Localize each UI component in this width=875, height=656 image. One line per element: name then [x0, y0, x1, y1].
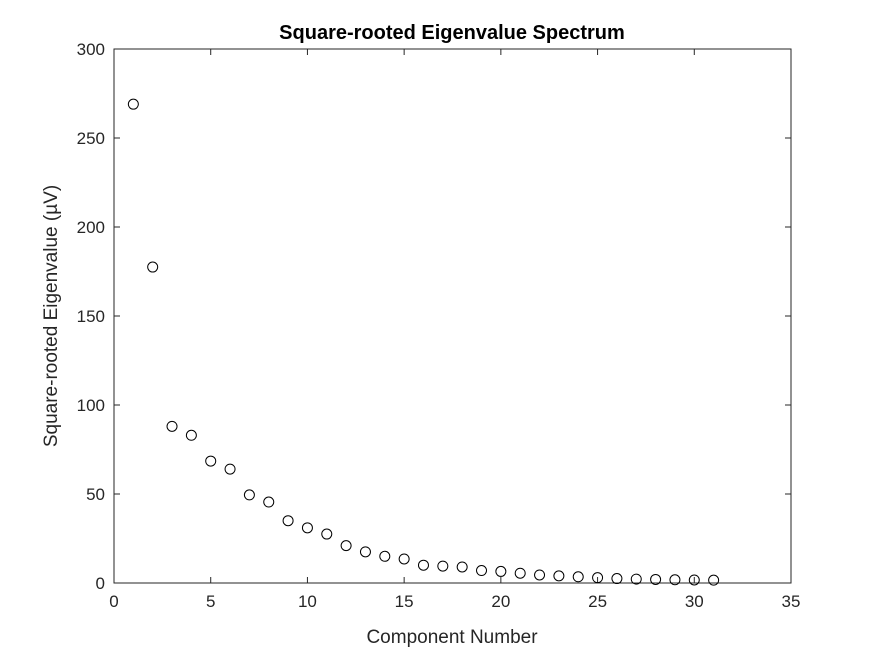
data-point	[514, 567, 526, 579]
data-point	[572, 571, 584, 583]
data-point	[185, 429, 197, 441]
data-point	[688, 574, 700, 586]
data-point	[340, 540, 352, 552]
data-point	[359, 546, 371, 558]
x-tick-label: 20	[491, 592, 510, 611]
x-tick-label: 15	[395, 592, 414, 611]
y-tick-label: 200	[77, 218, 105, 237]
x-axis-label: Component Number	[366, 627, 538, 648]
y-tick-label: 50	[86, 485, 105, 504]
axes-box	[113, 48, 792, 584]
data-points	[127, 98, 720, 586]
data-point	[534, 569, 546, 581]
data-point	[476, 565, 488, 577]
data-point	[630, 573, 642, 585]
data-point	[669, 574, 681, 586]
data-point	[553, 570, 565, 582]
data-point	[708, 574, 720, 586]
x-tick-label: 35	[782, 592, 801, 611]
x-tick-label: 0	[109, 592, 118, 611]
data-point	[243, 489, 255, 501]
data-point	[437, 560, 449, 572]
data-point	[224, 463, 236, 475]
data-point	[592, 572, 604, 584]
data-point	[282, 515, 294, 527]
data-point	[650, 573, 662, 585]
x-tick-label: 30	[685, 592, 704, 611]
data-point	[147, 261, 159, 273]
data-point	[456, 561, 468, 573]
data-point	[398, 553, 410, 565]
x-axis: 0 5 10 15 20 25 30 35	[109, 49, 800, 611]
y-tick-label: 150	[77, 307, 105, 326]
data-point	[321, 528, 333, 540]
y-tick-label: 250	[77, 129, 105, 148]
y-axis-label: Square-rooted Eigenvalue (µV)	[41, 185, 62, 447]
x-tick-label: 5	[206, 592, 215, 611]
chart-title: Square-rooted Eigenvalue Spectrum	[279, 22, 625, 44]
y-tick-label: 100	[77, 396, 105, 415]
x-tick-label: 10	[298, 592, 317, 611]
plot-area	[113, 48, 792, 584]
data-point	[205, 455, 217, 467]
data-point	[127, 98, 139, 110]
data-point	[301, 522, 313, 534]
y-tick-label: 0	[96, 574, 105, 593]
data-point	[379, 550, 391, 562]
y-axis: 0 50 100 150 200 250 300	[77, 40, 791, 593]
data-point	[263, 496, 275, 508]
data-point	[611, 573, 623, 585]
x-tick-label: 25	[588, 592, 607, 611]
data-point	[417, 559, 429, 571]
data-point	[495, 565, 507, 577]
y-tick-label: 300	[77, 40, 105, 59]
data-point	[166, 420, 178, 432]
